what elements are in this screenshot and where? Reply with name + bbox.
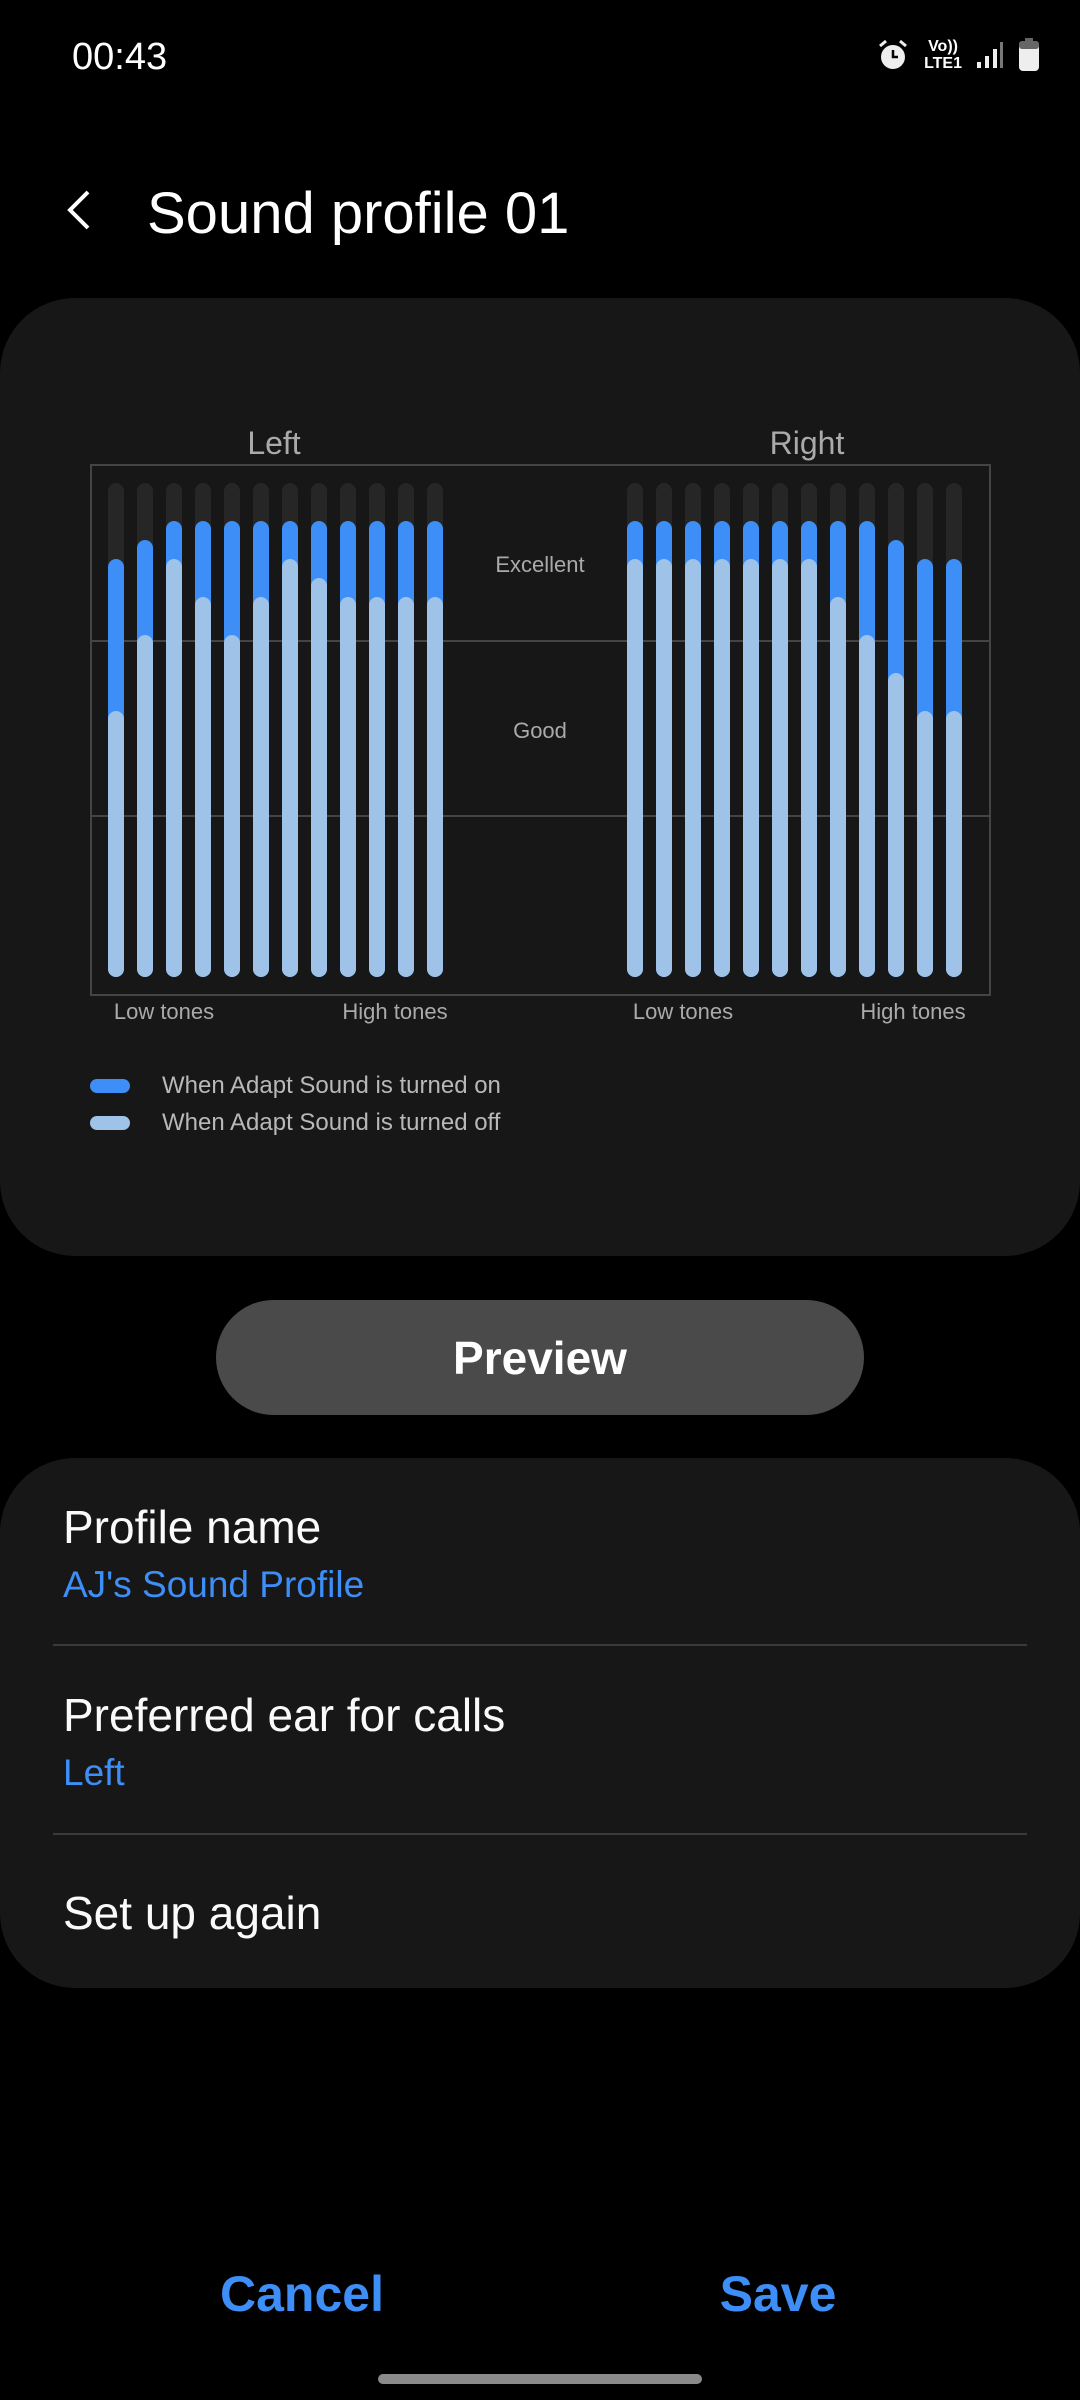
left-bar-adapt-off <box>398 597 414 977</box>
chevron-left-icon <box>67 190 90 230</box>
divider <box>53 1833 1027 1835</box>
profile-name-row[interactable]: Profile name AJ's Sound Profile <box>63 1500 1017 1606</box>
right-bar-adapt-off <box>627 559 643 977</box>
legend-item-off: When Adapt Sound is turned off <box>90 1109 500 1137</box>
home-indicator[interactable] <box>378 2374 702 2384</box>
legend-swatch-off <box>90 1116 130 1130</box>
cancel-button[interactable]: Cancel <box>220 2266 384 2322</box>
legend-label-on: When Adapt Sound is turned on <box>162 1072 501 1099</box>
left-bar-adapt-off <box>427 597 443 977</box>
status-icons: Vo)) LTE1 <box>876 38 1040 72</box>
page-title: Sound profile 01 <box>147 181 570 246</box>
right-bar-adapt-off <box>917 711 933 977</box>
right-bar-adapt-off <box>772 559 788 977</box>
back-button[interactable] <box>58 180 108 240</box>
battery-icon <box>1019 38 1039 71</box>
hearing-chart: Excellent Good Left Right Low tones High… <box>90 425 991 1024</box>
left-bar-adapt-off <box>369 597 385 977</box>
bars-group <box>108 483 962 977</box>
panel-title-right: Right <box>770 425 845 461</box>
left-bar-adapt-off <box>195 597 211 977</box>
left-bar-adapt-off <box>166 559 182 977</box>
left-bar-adapt-off <box>282 559 298 977</box>
chart-frame <box>90 464 991 996</box>
alarm-icon <box>879 39 908 69</box>
right-high-tones-label: High tones <box>860 999 965 1024</box>
legend-swatch-on <box>90 1079 130 1093</box>
preferred-ear-title: Preferred ear for calls <box>63 1689 506 1741</box>
band-label-good: Good <box>513 718 567 743</box>
panel-title-left: Left <box>247 425 300 461</box>
preferred-ear-row[interactable]: Preferred ear for calls Left <box>63 1688 1017 1794</box>
right-bar-adapt-off <box>859 635 875 977</box>
left-bar-adapt-off <box>340 597 356 977</box>
volte-label: Vo)) <box>928 38 958 55</box>
right-bar-adapt-off <box>830 597 846 977</box>
divider <box>53 1644 1027 1646</box>
profile-name-value: AJ's Sound Profile <box>63 1564 365 1605</box>
signal-icon <box>977 42 1003 68</box>
legend-item-on: When Adapt Sound is turned on <box>90 1072 501 1100</box>
left-bar-adapt-off <box>108 711 124 977</box>
right-bar-adapt-off <box>888 673 904 977</box>
volte-icon: Vo)) LTE1 <box>924 38 962 72</box>
right-bar-adapt-off <box>656 559 672 977</box>
left-bar-adapt-off <box>137 635 153 977</box>
band-label-excellent: Excellent <box>495 552 584 577</box>
right-bar-adapt-off <box>685 559 701 977</box>
right-bar-adapt-off <box>714 559 730 977</box>
left-high-tones-label: High tones <box>342 999 447 1024</box>
save-button[interactable]: Save <box>719 2266 837 2322</box>
left-bar-adapt-off <box>224 635 240 977</box>
left-bar-adapt-off <box>311 578 327 977</box>
profile-name-title: Profile name <box>63 1501 322 1553</box>
preview-button[interactable]: Preview <box>216 1300 864 1415</box>
right-bar-adapt-off <box>946 711 962 977</box>
legend-label-off: When Adapt Sound is turned off <box>162 1109 501 1136</box>
setup-again-row[interactable]: Set up again <box>63 1886 1017 1940</box>
left-low-tones-label: Low tones <box>114 999 214 1024</box>
right-low-tones-label: Low tones <box>633 999 733 1024</box>
left-bar-adapt-off <box>253 597 269 977</box>
right-bar-adapt-off <box>801 559 817 977</box>
setup-again-title: Set up again <box>63 1887 322 1939</box>
status-time: 00:43 <box>72 36 168 78</box>
hearing-chart-card: Excellent Good Left Right Low tones High… <box>0 298 1080 1256</box>
preferred-ear-value: Left <box>63 1752 125 1793</box>
right-bar-adapt-off <box>743 559 759 977</box>
lte-label: LTE1 <box>924 55 962 72</box>
settings-card: Profile name AJ's Sound Profile Preferre… <box>0 1458 1080 1988</box>
